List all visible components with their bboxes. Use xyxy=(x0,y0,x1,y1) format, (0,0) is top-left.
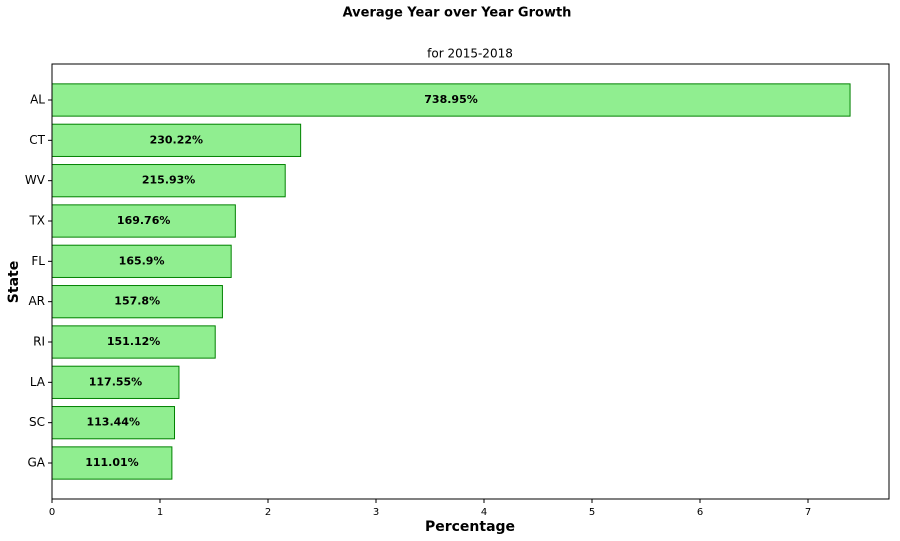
x-tick-label: 7 xyxy=(805,507,811,518)
y-tick-label: TX xyxy=(28,214,45,228)
value-label: 151.12% xyxy=(107,335,160,348)
x-tick-label: 5 xyxy=(589,507,595,518)
y-tick-label: AL xyxy=(30,93,45,107)
y-tick-label: FL xyxy=(31,254,45,268)
value-label: 165.9% xyxy=(119,254,165,267)
value-label: 215.93% xyxy=(142,174,195,187)
x-axis-label: Percentage xyxy=(425,519,515,535)
chart-title: Average Year over Year Growth xyxy=(343,6,572,21)
y-tick-label: AR xyxy=(28,294,45,308)
y-tick-label: WV xyxy=(25,173,46,187)
chart-subtitle: for 2015-2018 xyxy=(427,47,513,61)
x-tick-label: 6 xyxy=(697,507,703,518)
value-label: 117.55% xyxy=(89,375,142,388)
bar xyxy=(51,325,216,359)
bar xyxy=(51,204,236,238)
value-label: 157.8% xyxy=(114,295,160,308)
x-tick-label: 1 xyxy=(157,507,163,518)
x-tick-label: 2 xyxy=(265,507,271,518)
bar xyxy=(51,406,176,440)
bar xyxy=(51,365,180,399)
y-tick-label: GA xyxy=(27,456,45,470)
value-label: 169.76% xyxy=(117,214,170,227)
y-tick-label: LA xyxy=(30,375,46,389)
value-label: 230.22% xyxy=(150,133,203,146)
value-label: 738.95% xyxy=(424,93,477,106)
bar xyxy=(51,83,851,117)
value-label: 113.44% xyxy=(87,416,140,429)
plot-frame xyxy=(51,63,890,500)
x-tick-label: 0 xyxy=(49,507,55,518)
y-tick-label: SC xyxy=(29,415,45,429)
y-axis-label: State xyxy=(6,261,22,303)
x-tick-label: 4 xyxy=(481,507,487,518)
y-tick-label: CT xyxy=(29,133,45,147)
y-tick-label: RI xyxy=(33,335,45,349)
x-tick-label: 3 xyxy=(373,507,379,518)
value-label: 111.01% xyxy=(85,456,138,469)
